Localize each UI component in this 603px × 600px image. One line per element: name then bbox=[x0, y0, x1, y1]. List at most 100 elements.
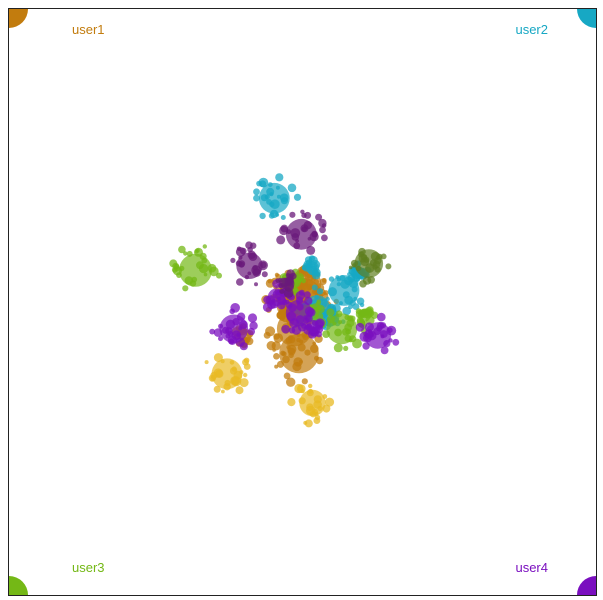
scatter-satellite-point bbox=[298, 289, 305, 296]
scatter-satellite-point bbox=[275, 173, 284, 182]
scatter-satellite-point bbox=[236, 246, 242, 252]
scatter-satellite-point bbox=[289, 211, 296, 218]
scatter-satellite-point bbox=[392, 338, 400, 346]
scatter-satellite-point bbox=[311, 284, 318, 291]
scatter-satellite-point bbox=[362, 276, 372, 285]
plot-frame: user1 user2 user3 user4 bbox=[8, 8, 597, 596]
scatter-satellite-point bbox=[202, 244, 207, 249]
scatter-bubble bbox=[211, 358, 243, 390]
scatter-satellite-point bbox=[348, 265, 353, 270]
scatter-satellite-point bbox=[265, 278, 275, 288]
scatter-bubble bbox=[219, 314, 249, 344]
scatter-satellite-point bbox=[316, 288, 324, 295]
scatter-satellite-point bbox=[300, 209, 305, 214]
scatter-satellite-point bbox=[304, 211, 312, 219]
scatter-satellite-point bbox=[218, 336, 223, 342]
scatter-bubble bbox=[326, 313, 358, 345]
scatter-satellite-point bbox=[300, 389, 305, 394]
scatter-satellite-point bbox=[359, 302, 365, 308]
user3-label: user3 bbox=[72, 560, 105, 575]
scatter-satellite-point bbox=[342, 306, 352, 316]
scatter-satellite-point bbox=[169, 259, 178, 268]
scatter-satellite-point bbox=[352, 338, 362, 349]
scatter-bubble bbox=[258, 182, 290, 214]
scatter-bubble bbox=[357, 308, 371, 322]
scatter-satellite-point bbox=[275, 212, 280, 217]
scatter-satellite-point bbox=[268, 212, 275, 219]
scatter-satellite-point bbox=[263, 331, 271, 339]
scatter-satellite-point bbox=[286, 377, 296, 387]
scatter-satellite-point bbox=[236, 278, 244, 286]
scatter-bubble bbox=[364, 322, 391, 349]
scatter-satellite-point bbox=[355, 322, 365, 332]
scatter-satellite-point bbox=[247, 327, 255, 336]
user2-label: user2 bbox=[515, 22, 548, 37]
scatter-satellite-point bbox=[297, 322, 307, 332]
scatter-satellite-point bbox=[293, 287, 299, 294]
user4-marker bbox=[577, 576, 596, 595]
scatter-satellite-point bbox=[333, 343, 343, 353]
scatter-satellite-point bbox=[281, 324, 290, 334]
scatter-satellite-point bbox=[253, 188, 260, 196]
scatter-satellite-point bbox=[274, 364, 279, 369]
scatter-satellite-point bbox=[279, 288, 285, 294]
scatter-satellite-point bbox=[230, 257, 236, 263]
scatter-satellite-point bbox=[287, 398, 296, 407]
scatter-bubble bbox=[328, 275, 360, 306]
scatter-satellite-point bbox=[278, 277, 283, 283]
scatter-satellite-point bbox=[273, 333, 284, 343]
scatter-satellite-point bbox=[250, 242, 257, 249]
scatter-satellite-point bbox=[286, 269, 295, 278]
scatter-satellite-point bbox=[261, 271, 268, 278]
scatter-satellite-point bbox=[306, 245, 316, 255]
scatter-plot bbox=[169, 173, 400, 428]
scatter-satellite-point bbox=[288, 327, 296, 334]
scatter-satellite-point bbox=[178, 245, 186, 254]
scatter-satellite-point bbox=[325, 397, 335, 407]
scatter-satellite-point bbox=[280, 215, 286, 220]
scatter-satellite-point bbox=[293, 193, 302, 201]
scatter-satellite-point bbox=[254, 282, 258, 287]
scatter-satellite-point bbox=[343, 345, 349, 351]
scatter-satellite-point bbox=[209, 328, 216, 335]
scatter-satellite-point bbox=[315, 213, 323, 221]
scatter-satellite-point bbox=[313, 417, 321, 424]
scatter-satellite-point bbox=[385, 263, 392, 270]
scatter-satellite-point bbox=[352, 303, 360, 310]
scatter-bubble bbox=[285, 218, 317, 250]
scatter-satellite-point bbox=[380, 253, 387, 260]
scatter-bubble bbox=[305, 319, 320, 334]
scatter-satellite-point bbox=[285, 299, 290, 305]
scatter-satellite-point bbox=[271, 341, 281, 351]
scatter-satellite-point bbox=[230, 303, 240, 313]
scatter-satellite-point bbox=[301, 378, 308, 385]
scatter-satellite-point bbox=[249, 321, 258, 330]
scatter-satellite-point bbox=[380, 346, 389, 355]
scatter-satellite-point bbox=[319, 226, 326, 234]
scatter-satellite-point bbox=[287, 183, 297, 193]
scatter-satellite-point bbox=[308, 383, 313, 389]
scatter-bubble bbox=[305, 261, 320, 275]
scatter-satellite-point bbox=[253, 194, 260, 202]
scatter-satellite-point bbox=[247, 313, 258, 323]
scatter-bubble bbox=[299, 389, 326, 417]
scatter-satellite-point bbox=[276, 235, 286, 245]
scatter-satellite-point bbox=[377, 312, 386, 322]
scatter-satellite-point bbox=[321, 234, 328, 242]
scatter-satellite-point bbox=[304, 419, 313, 428]
scatter-bubble bbox=[279, 333, 319, 374]
scatter-satellite-point bbox=[213, 385, 221, 393]
scatter-satellite-point bbox=[283, 372, 291, 380]
scatter-satellite-point bbox=[243, 357, 250, 364]
scatter-satellite-point bbox=[259, 212, 266, 220]
user4-label: user4 bbox=[515, 560, 548, 575]
scatter-satellite-point bbox=[273, 353, 280, 360]
scatter-satellite-point bbox=[235, 386, 244, 395]
scatter-bubble bbox=[354, 249, 384, 278]
scatter-satellite-point bbox=[326, 308, 335, 317]
scatter-satellite-point bbox=[319, 278, 327, 285]
user1-label: user1 bbox=[72, 22, 105, 37]
scatter-satellite-point bbox=[243, 372, 248, 378]
scatter-satellite-point bbox=[182, 285, 189, 292]
scatter-satellite-point bbox=[221, 389, 225, 394]
